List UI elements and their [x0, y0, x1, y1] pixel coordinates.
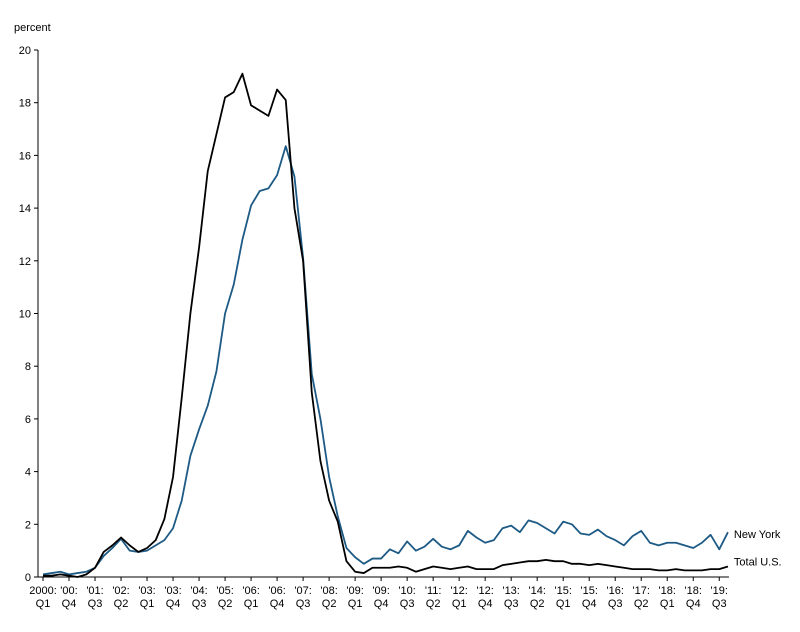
- x-tick-label-line: '03:: [138, 585, 155, 597]
- x-tick-label: '16: Q3: [607, 585, 624, 610]
- y-tick-label: 0: [25, 572, 31, 584]
- x-tick-label: '13: Q3: [502, 585, 519, 610]
- y-tick-label: 14: [19, 203, 31, 215]
- x-tick-label: '06: Q1: [242, 585, 259, 610]
- x-tick-label: '10: Q3: [398, 585, 415, 610]
- x-tick-label-line: '06:: [268, 585, 285, 597]
- x-tick-label-line: Q3: [88, 598, 103, 610]
- x-tick-label-line: Q3: [712, 598, 727, 610]
- x-tick-label-line: Q1: [660, 598, 675, 610]
- x-tick-label: '06: Q4: [268, 585, 285, 610]
- x-tick-label-line: '10:: [398, 585, 415, 597]
- x-tick-label-line: '12:: [450, 585, 467, 597]
- x-tick-label: '05: Q2: [216, 585, 233, 610]
- x-tick-label-line: '07:: [294, 585, 311, 597]
- x-tick-label-line: Q1: [140, 598, 155, 610]
- x-tick-label: '07: Q3: [294, 585, 311, 610]
- x-tick-label-line: '13:: [502, 585, 519, 597]
- x-tick-label: '04: Q3: [190, 585, 207, 610]
- x-tick-label-line: '12:: [476, 585, 493, 597]
- x-tick-label-line: Q1: [556, 598, 571, 610]
- x-tick-label: '09: Q1: [346, 585, 363, 610]
- x-tick-label-line: Q3: [504, 598, 519, 610]
- y-tick-label: 10: [19, 309, 31, 321]
- y-tick-label: 6: [25, 414, 31, 426]
- x-tick-label-line: Q4: [582, 598, 597, 610]
- x-tick-label-line: Q3: [296, 598, 311, 610]
- x-tick-label: '14: Q2: [528, 585, 545, 610]
- x-tick-label-line: '18:: [685, 585, 702, 597]
- x-tick-label-line: Q4: [270, 598, 285, 610]
- x-tick-label-line: '17:: [633, 585, 650, 597]
- x-tick-label: '18: Q4: [685, 585, 702, 610]
- x-tick-label-line: Q3: [608, 598, 623, 610]
- x-tick-label-line: Q3: [400, 598, 415, 610]
- x-tick-label: '00: Q4: [60, 585, 77, 610]
- x-tick-label-line: Q1: [36, 598, 51, 610]
- series-label: New York: [734, 529, 781, 541]
- y-tick-label: 8: [25, 361, 31, 373]
- y-tick-label: 20: [19, 45, 31, 57]
- y-tick-label: 18: [19, 98, 31, 110]
- y-tick-label: 16: [19, 150, 31, 162]
- x-tick-label: 2000: Q1: [29, 585, 57, 610]
- x-tick-label-line: Q4: [374, 598, 389, 610]
- series-line: [43, 72, 729, 578]
- x-tick-label-line: '09:: [372, 585, 389, 597]
- x-tick-label: '19: Q3: [711, 585, 728, 610]
- x-tick-label: '01: Q3: [86, 585, 103, 610]
- x-tick-label: '03: Q4: [164, 585, 181, 610]
- x-tick-label-line: '16:: [607, 585, 624, 597]
- x-tick-label-line: Q3: [192, 598, 207, 610]
- x-tick-label-line: Q2: [634, 598, 649, 610]
- x-tick-label: '12: Q1: [450, 585, 467, 610]
- x-tick-label-line: Q1: [452, 598, 467, 610]
- x-tick-label-line: Q1: [348, 598, 363, 610]
- x-tick-label-line: Q2: [322, 598, 337, 610]
- x-tick-label-line: Q4: [166, 598, 181, 610]
- series-line: [42, 145, 729, 576]
- x-tick-label-line: Q4: [62, 598, 77, 610]
- y-tick-label: 12: [19, 256, 31, 268]
- x-tick-label-line: '01:: [86, 585, 103, 597]
- x-tick-label: '15: Q4: [581, 585, 598, 610]
- x-tick-label-line: '09:: [346, 585, 363, 597]
- x-tick-label-line: Q2: [218, 598, 233, 610]
- x-tick-label-line: '02:: [112, 585, 129, 597]
- x-tick-label-line: Q2: [530, 598, 545, 610]
- x-tick-label-line: Q1: [244, 598, 259, 610]
- x-tick-label-line: Q2: [426, 598, 441, 610]
- x-tick-label-line: '14:: [528, 585, 545, 597]
- x-tick-label-line: '00:: [60, 585, 77, 597]
- x-tick-label-line: '19:: [711, 585, 728, 597]
- x-tick-label-line: Q4: [686, 598, 701, 610]
- series-label: Total U.S.: [734, 556, 782, 568]
- x-tick-label: '08: Q2: [320, 585, 337, 610]
- x-tick-label-line: '05:: [216, 585, 233, 597]
- x-tick-label: '02: Q2: [112, 585, 129, 610]
- x-tick-label: '18: Q1: [659, 585, 676, 610]
- x-tick-label: '09: Q4: [372, 585, 389, 610]
- x-tick-label-line: Q4: [478, 598, 493, 610]
- y-axis-label: percent: [14, 22, 51, 34]
- x-tick-label-line: Q2: [114, 598, 129, 610]
- y-tick-label: 2: [25, 519, 31, 531]
- x-tick-label-line: '08:: [320, 585, 337, 597]
- y-tick-label: 4: [25, 467, 31, 479]
- x-tick-label: '17: Q2: [633, 585, 650, 610]
- x-tick-label-line: '06:: [242, 585, 259, 597]
- x-tick-label: '12: Q4: [476, 585, 493, 610]
- x-tick-label-line: '15:: [581, 585, 598, 597]
- x-tick-label: '11: Q2: [425, 585, 442, 610]
- x-tick-label-line: '04:: [190, 585, 207, 597]
- x-tick-label-line: 2000:: [29, 585, 57, 597]
- x-tick-label: '03: Q1: [138, 585, 155, 610]
- x-tick-label-line: '11:: [425, 585, 442, 597]
- x-tick-label-line: '18:: [659, 585, 676, 597]
- x-tick-label: '15: Q1: [554, 585, 571, 610]
- x-tick-label-line: '15:: [554, 585, 571, 597]
- x-tick-label-line: '03:: [164, 585, 181, 597]
